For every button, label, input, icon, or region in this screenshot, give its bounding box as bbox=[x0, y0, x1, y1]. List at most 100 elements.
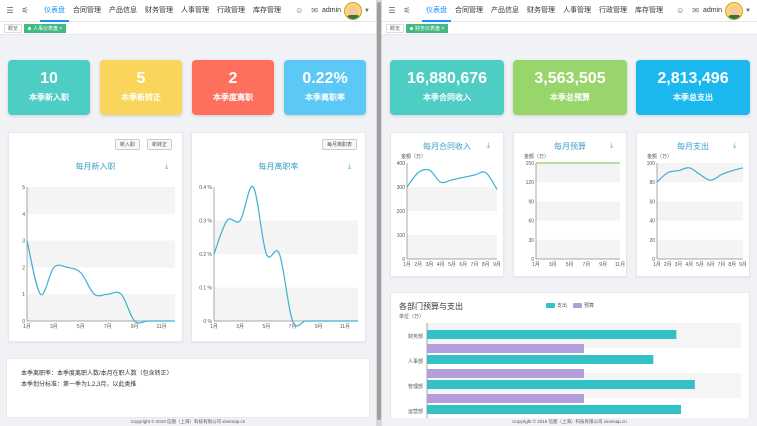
chart-title: 每月合同收入 bbox=[423, 142, 471, 151]
x-tick-label: 6月 bbox=[707, 262, 715, 268]
stat-card-new-hires: 10 本季新入职 bbox=[8, 60, 90, 115]
settings-sliders-icon[interactable]: ⚟ bbox=[403, 6, 411, 15]
axis-unit: 金额（万） bbox=[647, 154, 673, 160]
new-hire-button[interactable]: 新入职 bbox=[115, 139, 141, 150]
grid-band bbox=[27, 294, 175, 321]
stat-label: 本季总预算 bbox=[550, 93, 590, 102]
help-icon[interactable]: ☺ bbox=[676, 6, 685, 15]
legend-label-expense: 支出 bbox=[557, 303, 568, 309]
grid-band bbox=[407, 187, 497, 211]
menu-products[interactable]: 产品信息 bbox=[109, 6, 137, 14]
footer: Copyright © 2019 信图（上海）科技有限公司 xinemap.cn bbox=[0, 418, 376, 426]
hamburger-icon[interactable]: ☰ bbox=[6, 6, 14, 15]
download-icon[interactable]: ⤓ bbox=[733, 142, 737, 149]
menu-inventory[interactable]: 库存管理 bbox=[635, 6, 663, 14]
series-line bbox=[656, 167, 744, 183]
y-tick-label: 60 bbox=[649, 199, 655, 205]
avatar[interactable] bbox=[725, 1, 744, 20]
chevron-down-icon[interactable]: ▼ bbox=[745, 7, 751, 14]
stat-value: 10 bbox=[40, 70, 58, 87]
tag-current[interactable]: 人事仪表盘 × bbox=[24, 23, 67, 33]
scrollbar[interactable] bbox=[376, 0, 382, 426]
grid-band bbox=[214, 220, 358, 254]
download-icon[interactable]: ⤓ bbox=[165, 163, 169, 170]
x-tick-label: 3月 bbox=[236, 324, 244, 330]
dot-icon bbox=[28, 26, 32, 30]
x-tick-label: 5月 bbox=[696, 262, 704, 268]
help-icon[interactable]: ☺ bbox=[295, 6, 304, 15]
download-icon[interactable]: ⤓ bbox=[487, 142, 491, 149]
chevron-down-icon[interactable]: ▼ bbox=[364, 7, 370, 14]
y-tick-label: 3 bbox=[22, 239, 25, 245]
stat-value: 3,563,505 bbox=[534, 70, 606, 87]
menu-hr[interactable]: 人事管理 bbox=[563, 6, 591, 14]
dot-icon bbox=[410, 26, 414, 30]
x-tick-label: 9月 bbox=[493, 262, 501, 268]
tags-bar: 概览 财务仪表盘 × bbox=[382, 22, 757, 35]
menu-products[interactable]: 产品信息 bbox=[491, 6, 519, 14]
stat-card-total-budget: 3,563,505 本季总预算 bbox=[513, 60, 627, 115]
y-tick-label: 80 bbox=[649, 180, 655, 186]
mail-icon[interactable]: ✉ bbox=[311, 6, 318, 15]
menu-contracts[interactable]: 合同管理 bbox=[73, 6, 101, 14]
y-tick-label: 0.4 % bbox=[199, 185, 212, 191]
monthly-leave-button[interactable]: 每月离职表 bbox=[322, 139, 358, 150]
new-regular-button[interactable]: 新转正 bbox=[147, 139, 173, 150]
chart-card-contract-income: 每月合同收入 ⤓ 金额（万） 0 100 200 300 400 1月 2月 3月 4月 5月 6月… bbox=[390, 132, 504, 277]
menu-admin[interactable]: 行政管理 bbox=[217, 6, 245, 14]
download-icon[interactable]: ⤓ bbox=[348, 163, 352, 170]
x-tick-label: 5月 bbox=[262, 324, 270, 330]
menu-finance[interactable]: 财务管理 bbox=[145, 6, 173, 14]
stat-label: 本季合同收入 bbox=[423, 93, 471, 102]
tag-home[interactable]: 概览 bbox=[4, 23, 23, 33]
footer: Copyright © 2019 信图（上海）科技有限公司 xinemap.cn bbox=[382, 418, 757, 426]
series-line bbox=[213, 186, 358, 327]
grid-band bbox=[536, 239, 620, 259]
download-icon[interactable]: ⤓ bbox=[610, 142, 614, 149]
note-line: 本季划分标准：第一季为1,2,3月，以此类推 bbox=[21, 382, 137, 388]
grid-band bbox=[27, 240, 175, 268]
stat-label: 本季新转正 bbox=[121, 93, 161, 102]
x-tick-label: 7月 bbox=[289, 324, 297, 330]
x-tick-label: 9月 bbox=[599, 262, 607, 268]
stat-card-contract-income: 16,880,676 本季合同收入 bbox=[390, 60, 504, 115]
stat-card-leave-rate: 0.22% 本季离职率 bbox=[284, 60, 366, 115]
x-tick-label: 9月 bbox=[131, 324, 139, 330]
grid-band bbox=[27, 187, 175, 214]
mail-icon[interactable]: ✉ bbox=[692, 6, 699, 15]
hamburger-icon[interactable]: ☰ bbox=[388, 6, 396, 15]
y-tick-label: 200 bbox=[397, 209, 406, 215]
x-tick-label: 7月 bbox=[104, 324, 112, 330]
menu-finance[interactable]: 财务管理 bbox=[527, 6, 555, 14]
chart-title: 各部门预算与支出 bbox=[399, 302, 463, 311]
category-label: 财务部 bbox=[408, 333, 423, 340]
category-label: 运营部 bbox=[408, 408, 423, 415]
scrollbar-thumb[interactable] bbox=[377, 2, 381, 420]
menu-inventory[interactable]: 库存管理 bbox=[253, 6, 281, 14]
chart-card-budget: 每月预算 ⤓ 金额（万） 0 30 60 90 120 150 1月 3月 5月 7月 9月 11月 bbox=[513, 132, 627, 277]
tag-current[interactable]: 财务仪表盘 × bbox=[406, 23, 449, 33]
chart-card-new-hires: 新入职 新转正 每月新入职 ⤓ 0 1 2 3 4 5 1月 3月 5月 7月 9月 11月 bbox=[8, 132, 183, 342]
menu-contracts[interactable]: 合同管理 bbox=[455, 6, 483, 14]
stat-value: 16,880,676 bbox=[406, 70, 488, 87]
bar-budget bbox=[427, 344, 584, 353]
menu-admin[interactable]: 行政管理 bbox=[599, 6, 627, 14]
axis-unit: 金额（万） bbox=[401, 154, 427, 160]
stat-label: 本季总支出 bbox=[673, 93, 713, 102]
chart-title: 每月支出 bbox=[677, 142, 709, 151]
menu-dashboard[interactable]: 仪表盘 bbox=[40, 0, 69, 22]
chart-card-leave-rate: 每月离职表 每月离职率 ⤓ 0 % 0.1 % 0.2 % 0.3 % 0.4 % 1月 3… bbox=[191, 132, 366, 342]
main-menu: 仪表盘 合同管理 产品信息 财务管理 人事管理 行政管理 库存管理 bbox=[40, 0, 285, 22]
avatar[interactable] bbox=[344, 1, 363, 20]
x-tick-label: 8月 bbox=[482, 262, 490, 268]
tag-home[interactable]: 概览 bbox=[386, 23, 405, 33]
y-tick-label: 90 bbox=[528, 199, 534, 205]
menu-dashboard[interactable]: 仪表盘 bbox=[422, 0, 451, 22]
y-tick-label: 120 bbox=[526, 180, 535, 186]
settings-sliders-icon[interactable]: ⚟ bbox=[21, 6, 29, 15]
bar-budget bbox=[427, 369, 584, 378]
y-tick-label: 400 bbox=[397, 161, 406, 167]
y-tick-label: 100 bbox=[397, 233, 406, 239]
menu-hr[interactable]: 人事管理 bbox=[181, 6, 209, 14]
